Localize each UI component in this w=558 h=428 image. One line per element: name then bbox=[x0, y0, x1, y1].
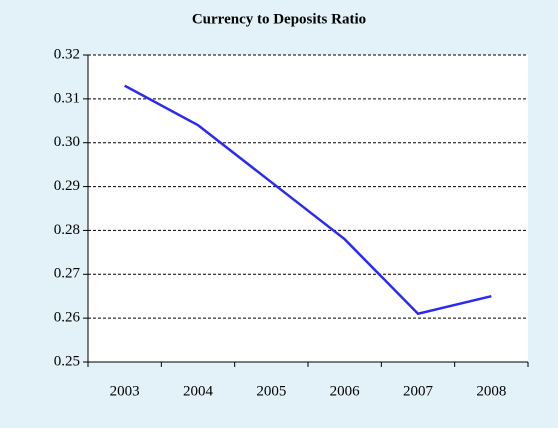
x-tick-label: 2004 bbox=[183, 383, 214, 399]
x-tick-label: 2005 bbox=[256, 383, 286, 399]
y-tick-label: 0.29 bbox=[54, 178, 80, 194]
y-tick-label: 0.28 bbox=[54, 222, 80, 238]
y-tick-label: 0.26 bbox=[54, 310, 81, 326]
x-tick-label: 2008 bbox=[476, 383, 506, 399]
y-tick-label: 0.32 bbox=[54, 46, 80, 62]
y-tick-label: 0.27 bbox=[54, 266, 81, 282]
data-line bbox=[124, 84, 492, 316]
y-tick-label: 0.25 bbox=[54, 353, 80, 369]
x-tick-label: 2006 bbox=[330, 383, 361, 399]
y-tick-label: 0.31 bbox=[54, 90, 80, 106]
chart-title: Currency to Deposits Ratio bbox=[192, 11, 366, 27]
x-tick-label: 2007 bbox=[403, 383, 434, 399]
x-tick-label: 2003 bbox=[110, 383, 140, 399]
y-tick-label: 0.30 bbox=[54, 134, 80, 150]
